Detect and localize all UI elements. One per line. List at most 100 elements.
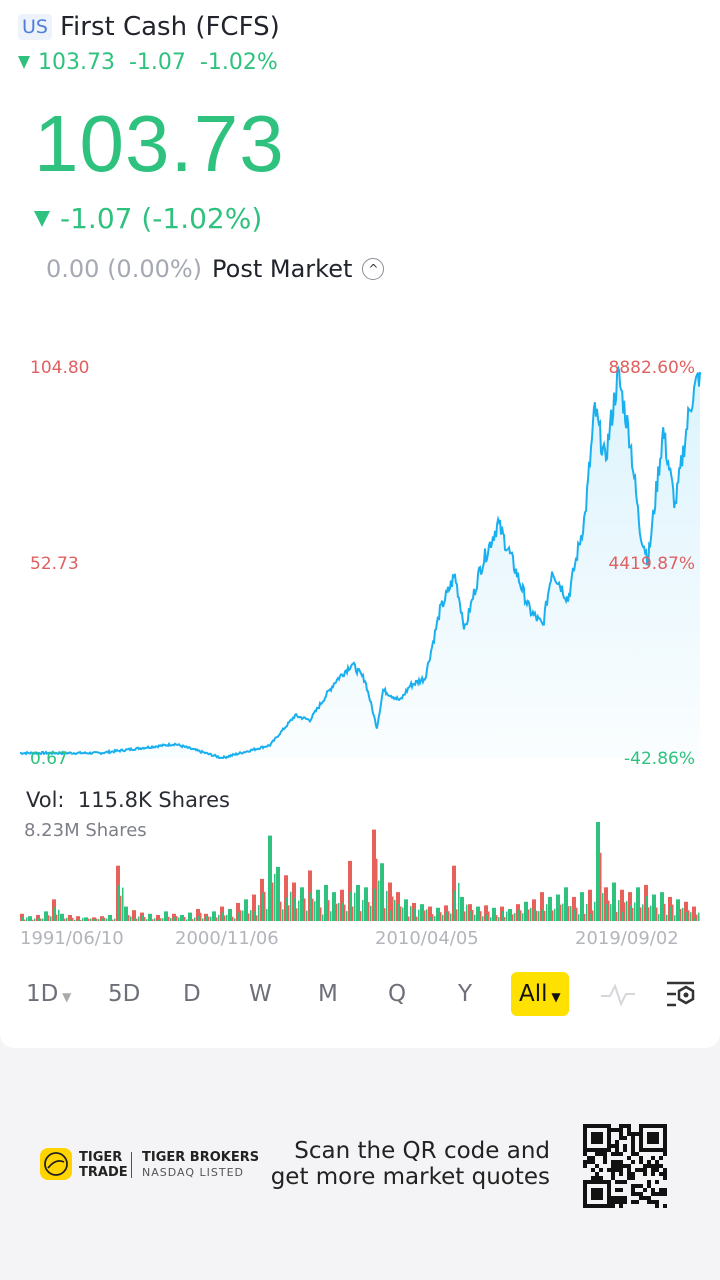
volume-label: Vol: (26, 788, 65, 812)
chevron-up-icon[interactable]: ^ (362, 258, 385, 280)
volume-bar (26, 917, 28, 921)
chart-settings-icon[interactable] (664, 980, 698, 1010)
brand-divider (131, 1152, 132, 1178)
volume-bar (376, 858, 378, 921)
volume-bar (416, 916, 418, 921)
volume-bar (320, 907, 322, 921)
volume-bar (226, 914, 228, 921)
post-market[interactable]: 0.00 (0.00%) Post Market ^ (46, 255, 385, 283)
volume-bar (558, 909, 560, 921)
tab-w[interactable]: W (249, 981, 272, 1007)
volume-bar (86, 919, 88, 921)
volume-bar (152, 919, 154, 921)
volume-bar (534, 909, 536, 921)
volume-bar (68, 914, 72, 921)
volume-bar (574, 909, 576, 921)
volume-bar (566, 900, 568, 921)
caret-down-icon: ▼ (547, 990, 561, 1004)
tab-q[interactable]: Q (388, 981, 407, 1007)
volume-bar (198, 915, 200, 921)
volume-bar (544, 910, 546, 921)
volume-readout: Vol: 115.8K Shares (26, 788, 230, 812)
volume-bar (254, 911, 256, 921)
volume-bar (98, 919, 100, 921)
volume-bar (78, 919, 80, 921)
footer-promo: TIGER TRADE TIGER BROKERS NASDAQ LISTED … (0, 1120, 720, 1210)
volume-bar (74, 919, 76, 921)
volume-bar (698, 912, 700, 921)
volume-bar (268, 835, 272, 921)
volume-bar (414, 908, 416, 921)
volume-bar (670, 906, 672, 921)
volume-bar (206, 916, 208, 921)
y-left-min: 0.67 (30, 749, 68, 769)
volume-bar (326, 897, 328, 921)
volume-bar (666, 914, 668, 921)
tab-m[interactable]: M (318, 981, 338, 1007)
volume-bar (352, 906, 354, 921)
volume-bar (528, 909, 530, 921)
volume-bar (234, 918, 236, 921)
tab-5d[interactable]: 5D (108, 981, 141, 1007)
volume-bar (312, 898, 314, 921)
brand-nasdaq: NASDAQ LISTED (142, 1166, 244, 1179)
volume-bar (626, 901, 628, 921)
volume-chart[interactable] (0, 815, 720, 925)
volume-bar (42, 918, 44, 921)
volume-bar (126, 915, 128, 921)
volume-bar (314, 901, 316, 921)
volume-bar (584, 913, 586, 921)
volume-bar (480, 911, 482, 921)
volume-bar (304, 898, 306, 921)
volume-bar (88, 918, 90, 921)
volume-bar (48, 915, 50, 921)
volume-bar (522, 913, 524, 921)
brand-tiger-trade-1: TIGER (79, 1150, 123, 1165)
volume-bar (662, 901, 664, 921)
volume-bar (424, 910, 426, 921)
volume-bar (176, 916, 178, 921)
volume-bar (238, 912, 240, 921)
volume-bar (146, 919, 148, 921)
tab-d[interactable]: D (183, 981, 201, 1007)
volume-bar (432, 914, 434, 921)
volume-bar (620, 889, 624, 921)
scan-text: Scan the QR code and get more market quot… (271, 1138, 550, 1190)
volume-bar (514, 912, 516, 921)
volume-bar (464, 911, 466, 921)
volume-bar (212, 911, 216, 921)
volume-bar (30, 919, 32, 921)
volume-bar (302, 910, 304, 921)
volume-bar (586, 903, 588, 921)
tab-all[interactable]: All ▼ (511, 972, 569, 1016)
volume-bar (630, 905, 632, 921)
volume-bar (478, 913, 480, 921)
volume-bar (214, 917, 216, 921)
volume-bar (474, 914, 476, 921)
volume-bar (96, 918, 98, 921)
tab-label: 1D (26, 981, 59, 1007)
post-market-value: 0.00 (0.00%) (46, 255, 203, 283)
volume-bar (512, 914, 514, 921)
y-right-mid: 4419.87% (608, 554, 695, 574)
tab-y[interactable]: Y (458, 981, 473, 1007)
header-quote: 103.73 -1.07 -1.02% (18, 50, 278, 75)
tab-1d[interactable]: 1D ▼ (26, 972, 71, 1016)
volume-bar (434, 916, 436, 921)
volume-bar (638, 902, 640, 921)
volume-bar (298, 900, 300, 921)
volume-bar (392, 896, 394, 921)
quote-card: US First Cash (FCFS) 103.73 -1.07 -1.02%… (0, 0, 720, 1048)
volume-bar (524, 901, 528, 921)
volume-bar (338, 903, 340, 921)
brand-tiger-brokers: TIGER BROKERS (142, 1150, 260, 1165)
volume-bar (398, 903, 400, 921)
volume-bar (124, 906, 128, 921)
indicator-icon[interactable] (600, 980, 636, 1010)
price-chart[interactable] (0, 360, 720, 780)
volume-bar (504, 917, 506, 921)
volume-bar (142, 915, 144, 921)
volume-bar (418, 909, 420, 921)
volume-bar (542, 909, 544, 921)
volume-bar (406, 910, 408, 921)
